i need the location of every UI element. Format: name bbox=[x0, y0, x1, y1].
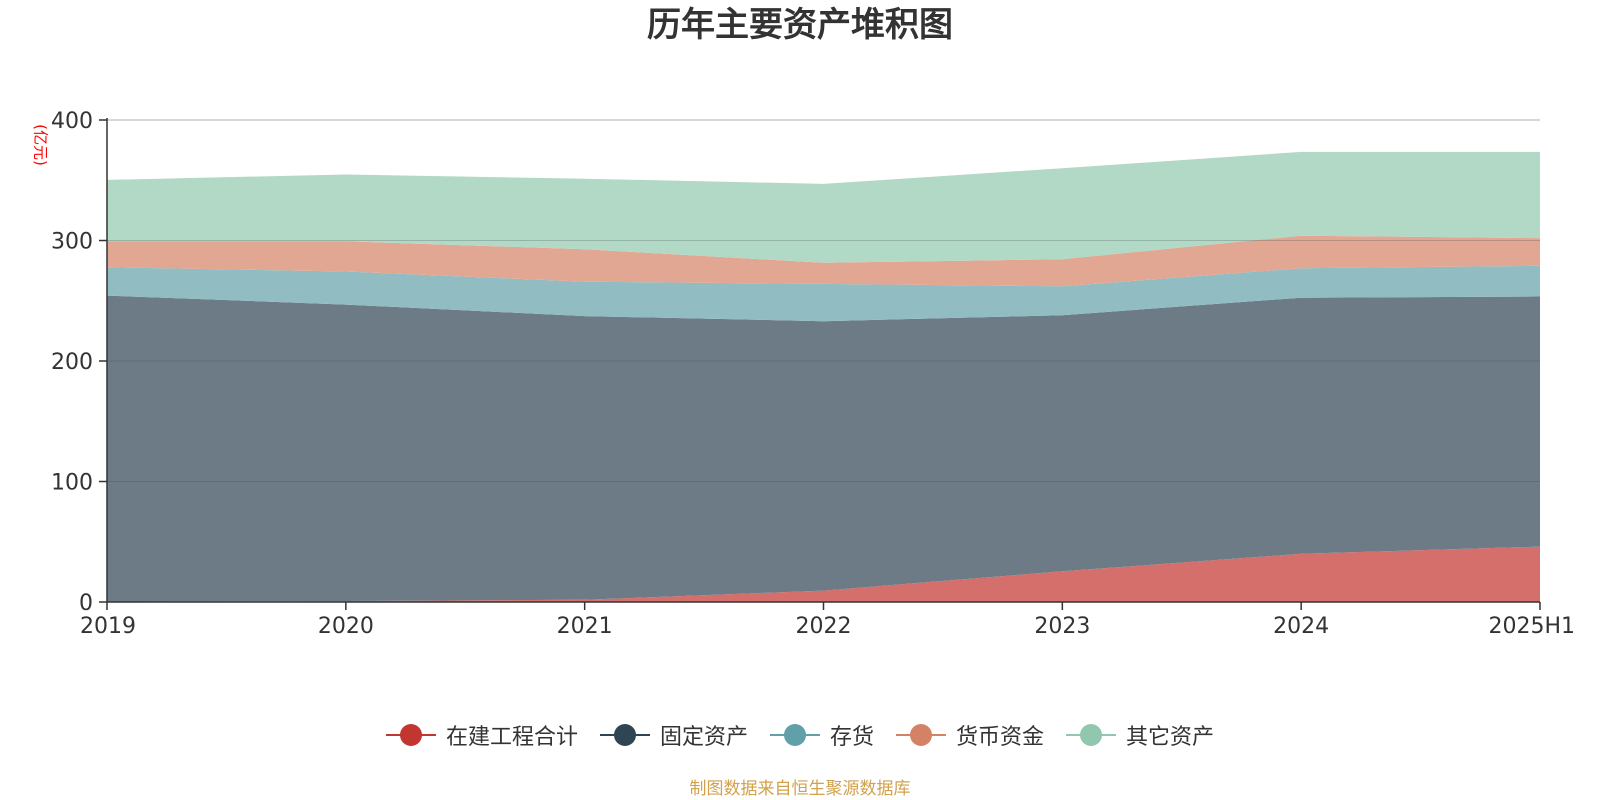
y-tick-label: 0 bbox=[79, 591, 93, 616]
source-note: 制图数据来自恒生聚源数据库 bbox=[689, 779, 911, 799]
area-series-4 bbox=[107, 151, 1540, 263]
y-tick-label: 100 bbox=[51, 471, 93, 496]
legend-label: 货币资金 bbox=[956, 725, 1045, 750]
legend-marker-icon bbox=[769, 723, 820, 747]
area-series-0 bbox=[107, 546, 1540, 602]
legend-marker-icon bbox=[1066, 723, 1117, 747]
y-tick-label: 300 bbox=[51, 230, 93, 255]
legend-label: 其它资产 bbox=[1126, 725, 1215, 750]
x-tick-label: 2021 bbox=[557, 614, 613, 639]
area-series-1 bbox=[107, 295, 1540, 602]
legend-label: 存货 bbox=[829, 725, 874, 750]
x-tick-label: 2024 bbox=[1273, 614, 1329, 639]
legend-marker-icon bbox=[599, 723, 650, 747]
legend-item[interactable]: 固定资产 bbox=[599, 719, 748, 751]
x-tick-label: 2025H1 bbox=[1488, 614, 1575, 639]
y-tick-label: 400 bbox=[51, 109, 93, 134]
legend-item[interactable]: 在建工程合计 bbox=[385, 719, 578, 751]
legend-label: 在建工程合计 bbox=[445, 725, 578, 750]
legend-item[interactable]: 其它资产 bbox=[1066, 719, 1214, 751]
legend: 在建工程合计 固定资产 存货 货币资金 其它资产 bbox=[0, 718, 1600, 752]
legend-item[interactable]: 货币资金 bbox=[896, 719, 1044, 751]
x-tick-label: 2020 bbox=[318, 614, 374, 639]
y-tick-label: 200 bbox=[51, 350, 93, 375]
x-tick-label: 2022 bbox=[796, 614, 852, 639]
legend-marker-icon bbox=[385, 723, 436, 747]
area-series-2 bbox=[107, 265, 1540, 322]
chart-title: 历年主要资产堆积图 bbox=[647, 5, 953, 45]
area-series-3 bbox=[107, 235, 1540, 287]
x-tick-label: 2019 bbox=[80, 614, 136, 639]
legend-label: 固定资产 bbox=[659, 725, 748, 750]
legend-item[interactable]: 存货 bbox=[769, 719, 874, 751]
legend-marker-icon bbox=[896, 723, 946, 747]
x-tick-label: 2023 bbox=[1034, 614, 1090, 639]
